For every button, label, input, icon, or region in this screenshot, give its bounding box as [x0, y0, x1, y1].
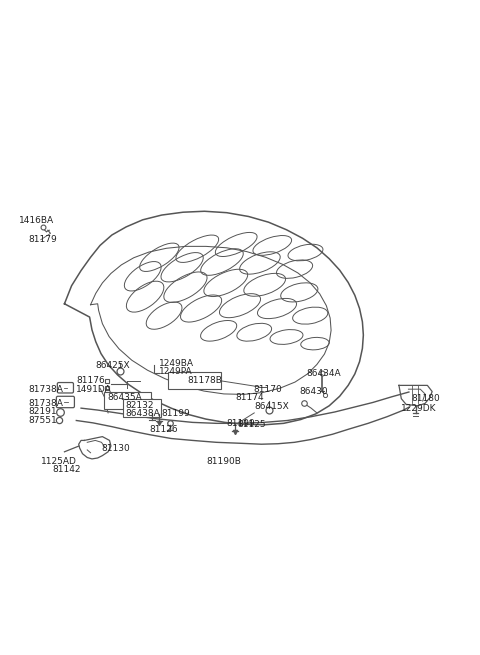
- Text: 81190B: 81190B: [207, 457, 241, 466]
- Text: 1249PA: 1249PA: [159, 367, 193, 376]
- FancyBboxPatch shape: [56, 396, 74, 407]
- FancyBboxPatch shape: [168, 371, 221, 388]
- Text: 81142: 81142: [53, 465, 81, 474]
- Text: 1125AD: 1125AD: [41, 457, 77, 466]
- Text: 81180: 81180: [412, 394, 441, 403]
- Text: 81738A: 81738A: [29, 399, 64, 408]
- Text: 81199: 81199: [227, 419, 255, 428]
- Text: 1249BA: 1249BA: [159, 358, 194, 367]
- Text: 81176: 81176: [76, 376, 105, 385]
- Text: 87551: 87551: [29, 416, 58, 425]
- FancyBboxPatch shape: [123, 399, 161, 417]
- Text: 86415X: 86415X: [254, 402, 289, 411]
- Text: 81125: 81125: [238, 421, 266, 429]
- Text: 82191: 82191: [29, 407, 58, 417]
- Text: 86430: 86430: [300, 386, 328, 396]
- Text: 86425X: 86425X: [96, 361, 130, 370]
- Text: 1491DA: 1491DA: [76, 384, 112, 394]
- Text: 1416BA: 1416BA: [19, 216, 55, 225]
- Text: 81130: 81130: [101, 444, 130, 453]
- Text: 81179: 81179: [29, 235, 58, 244]
- Text: 81738A: 81738A: [29, 384, 64, 394]
- Text: 1229DK: 1229DK: [401, 403, 437, 413]
- FancyBboxPatch shape: [57, 383, 73, 393]
- Text: 86435A: 86435A: [107, 393, 142, 402]
- Text: 81178B: 81178B: [188, 376, 223, 385]
- Text: 81174: 81174: [235, 393, 264, 402]
- Text: 81199: 81199: [162, 409, 191, 419]
- Text: 81170: 81170: [253, 384, 282, 394]
- Text: 82132: 82132: [125, 401, 154, 410]
- Text: 81126: 81126: [150, 425, 179, 434]
- Text: 86438A: 86438A: [125, 409, 160, 419]
- FancyBboxPatch shape: [104, 392, 151, 409]
- Text: 86434A: 86434A: [306, 369, 341, 379]
